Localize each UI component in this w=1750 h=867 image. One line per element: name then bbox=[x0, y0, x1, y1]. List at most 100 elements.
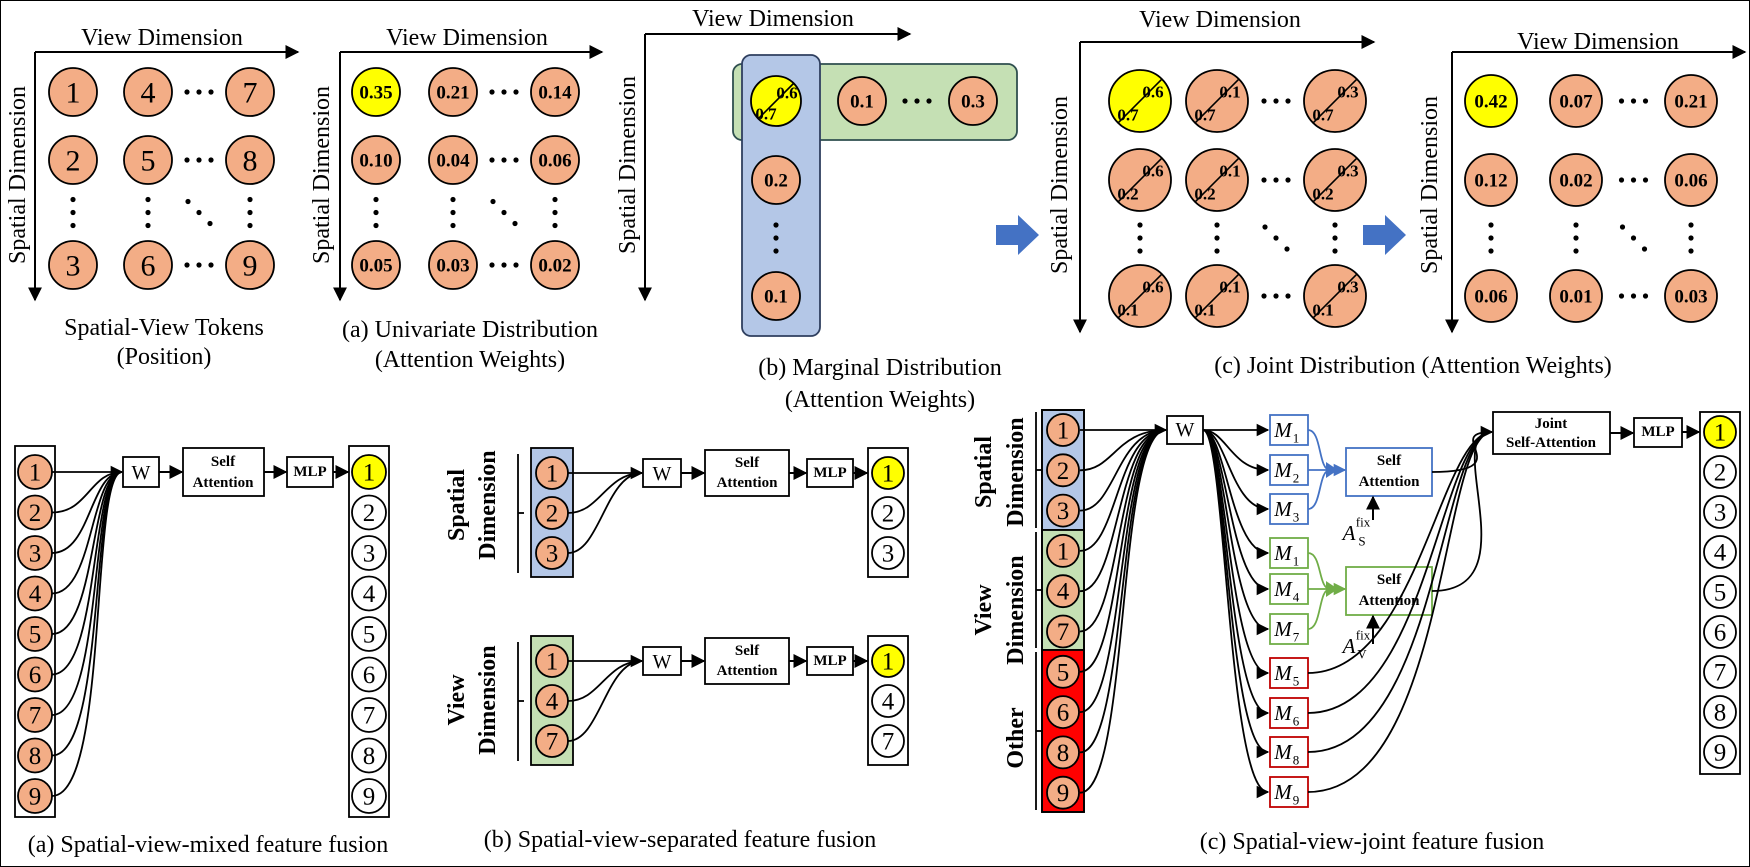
separated-view-mlp-label: MLP bbox=[813, 653, 846, 669]
joint-m-subscript: 7 bbox=[1293, 630, 1300, 645]
joint-node bbox=[1664, 74, 1718, 128]
joint-spatial-fix-letter: A bbox=[1341, 521, 1356, 545]
mixed-input-label: 1 bbox=[29, 460, 42, 487]
mixed-output-label: 3 bbox=[363, 541, 376, 568]
joint-m-subscript: 6 bbox=[1293, 714, 1300, 729]
mixed-output-node bbox=[351, 656, 387, 693]
joint-pair-spatial-value: 0.1 bbox=[1194, 301, 1215, 320]
mixed-output-node bbox=[351, 494, 387, 531]
token-node bbox=[123, 135, 173, 185]
joint-pair-view-value: 0.1 bbox=[1219, 83, 1240, 102]
joint-pair-divider bbox=[1194, 157, 1240, 203]
univariate-node bbox=[351, 240, 401, 290]
token-hdots-1-2 bbox=[208, 157, 214, 163]
separated-caption: (b) Spatial-view-separated feature fusio… bbox=[484, 827, 877, 853]
joint-hdots-0-2 bbox=[1642, 98, 1649, 104]
joint-fusion-curve bbox=[1307, 431, 1493, 674]
joint-vdots-2-2 bbox=[1688, 248, 1694, 254]
joint-node bbox=[1664, 269, 1718, 323]
joint-pair-spatial-value: 0.2 bbox=[1117, 185, 1138, 204]
separated-spatial-output-node bbox=[871, 456, 905, 490]
univariate-ddots-2 bbox=[512, 220, 518, 227]
joint-fusion-curve bbox=[1307, 431, 1493, 793]
joint-spatial-fan-head bbox=[1326, 462, 1338, 478]
joint-vdots-0-0 bbox=[1488, 222, 1494, 228]
joint-output-label: 3 bbox=[1714, 500, 1727, 527]
joint-pair-spatial-value: 0.7 bbox=[1312, 106, 1334, 125]
joint-m-letter: M bbox=[1273, 541, 1293, 565]
univariate-node bbox=[530, 67, 580, 117]
tokens-view-axis-label: View Dimension bbox=[81, 25, 243, 51]
joint-node-value: 0.42 bbox=[1474, 92, 1507, 113]
separated-spatial-mlp-label: MLP bbox=[813, 465, 846, 481]
joint-pair-divider bbox=[1117, 157, 1163, 203]
univariate-node bbox=[428, 135, 478, 185]
joint-output-node bbox=[1703, 735, 1737, 769]
joint-pairs-hdots-1-0 bbox=[1261, 177, 1267, 183]
marginal-spatial-dots-1 bbox=[773, 235, 779, 241]
joint-pairs-hdots-1-2 bbox=[1285, 177, 1291, 183]
joint-pair-divider bbox=[1117, 273, 1163, 319]
separated-view-output-node bbox=[871, 724, 905, 758]
univariate-node bbox=[428, 67, 478, 117]
mixed-output-node bbox=[351, 454, 387, 490]
marginal-corner-divider bbox=[757, 82, 795, 120]
mixed-w-label: W bbox=[132, 462, 151, 484]
marginal-spatial-value: 0.1 bbox=[764, 287, 788, 308]
joint-input-node bbox=[1046, 614, 1080, 649]
joint-pairs-vdots-2-2 bbox=[1332, 248, 1338, 254]
token-node bbox=[48, 67, 98, 117]
joint-m-subscript: 3 bbox=[1293, 510, 1300, 525]
joint-m-subscript: 8 bbox=[1293, 753, 1300, 768]
joint-hdots-0-0 bbox=[1618, 98, 1625, 104]
marginal-view-dots-1 bbox=[914, 98, 920, 104]
univariate-spatial-axis-label: Spatial Dimension bbox=[309, 86, 335, 264]
token-vdots-0-1 bbox=[70, 209, 76, 216]
mixed-output-label: 6 bbox=[363, 662, 376, 689]
joint-spatial-self-line1: Self bbox=[1377, 453, 1402, 469]
joint-m-box bbox=[1269, 697, 1309, 729]
joint-node-value: 0.07 bbox=[1559, 92, 1593, 113]
joint-m-letter: M bbox=[1273, 617, 1293, 641]
joint-view-axis-label: View Dimension bbox=[1517, 29, 1679, 55]
univariate-node-value: 0.06 bbox=[538, 151, 571, 172]
marginal-view-dots-0 bbox=[902, 98, 908, 104]
mixed-output-node bbox=[351, 575, 387, 612]
token-node bbox=[225, 67, 275, 117]
joint-node bbox=[1549, 153, 1603, 207]
joint-view-label-line2: Dimension bbox=[1003, 555, 1029, 664]
univariate-node-value: 0.02 bbox=[538, 256, 571, 277]
mixed-input-label: 4 bbox=[29, 581, 42, 608]
joint-output-node bbox=[1703, 655, 1737, 689]
joint-pairs-hdots-2-0 bbox=[1261, 293, 1267, 299]
mixed-output-label: 4 bbox=[363, 581, 376, 608]
joint-output-label: 6 bbox=[1714, 620, 1727, 647]
token-node-value: 8 bbox=[243, 145, 258, 178]
joint-pair-view-value: 0.6 bbox=[1142, 278, 1163, 297]
joint-pair-view-value: 0.1 bbox=[1219, 278, 1240, 297]
token-node-value: 3 bbox=[66, 250, 81, 283]
separated-spatial-output-node bbox=[871, 536, 905, 570]
joint-pairs-vdots-1-0 bbox=[1214, 222, 1220, 228]
joint-m-subscript: 1 bbox=[1293, 431, 1300, 446]
separated-view-input-curve bbox=[567, 660, 643, 702]
separated-spatial-output-label: 3 bbox=[882, 541, 895, 568]
joint-input-node bbox=[1046, 413, 1080, 447]
marginal-spatial-value: 0.2 bbox=[764, 171, 788, 192]
joint-vdots-2-1 bbox=[1688, 235, 1694, 241]
joint-input-node bbox=[1046, 695, 1080, 729]
token-hdots-2-0 bbox=[184, 262, 190, 268]
mixed-output-node bbox=[351, 616, 387, 652]
joint-m-subscript: 9 bbox=[1293, 793, 1300, 808]
joint-spatial-label-line2: Dimension bbox=[1003, 417, 1029, 526]
marginal-view-value: 0.1 bbox=[850, 92, 874, 113]
univariate-caption-line1: (a) Univariate Distribution bbox=[342, 317, 598, 343]
univariate-vdots-0-2 bbox=[373, 222, 379, 229]
joint-node bbox=[1664, 153, 1718, 207]
univariate-caption-line2: (Attention Weights) bbox=[375, 347, 565, 373]
joint-pairs-hdots-0-1 bbox=[1273, 98, 1279, 104]
mixed-input-label: 6 bbox=[29, 662, 42, 689]
joint-hdots-1-0 bbox=[1618, 177, 1625, 183]
univariate-node bbox=[351, 135, 401, 185]
mixed-input-curve bbox=[51, 471, 123, 797]
